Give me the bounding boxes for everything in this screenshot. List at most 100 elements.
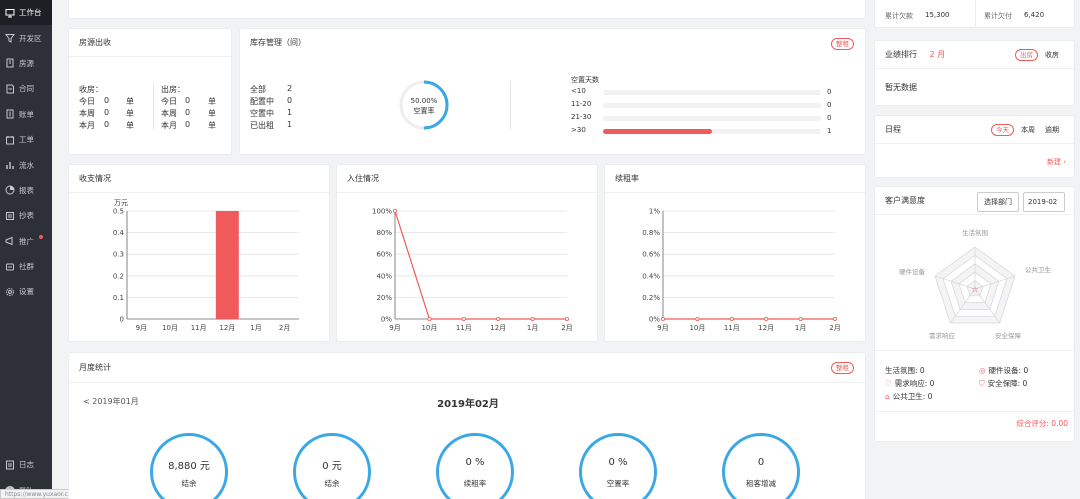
stat-circle-value: 0 元: [322, 461, 342, 472]
y-tick-label: 40%: [376, 272, 392, 280]
stat-label: 已出租: [250, 121, 274, 130]
x-tick-label: 2月: [279, 324, 290, 332]
nav-item[interactable]: 流水: [0, 152, 52, 177]
nav-item[interactable]: 开发区: [0, 25, 52, 50]
tab-week[interactable]: 本周: [1021, 126, 1035, 134]
point-mark: [764, 317, 769, 322]
nav-item[interactable]: 账单: [0, 102, 52, 127]
y-tick-label: 0%: [381, 316, 392, 324]
y-tick-label: 0.8%: [642, 229, 660, 237]
card-title: 库存管理（间）: [250, 38, 306, 47]
score-text: 生活氛围: 0: [885, 366, 925, 375]
gear-icon: [5, 287, 15, 297]
whole-rent-button[interactable]: 整租: [831, 38, 854, 50]
x-tick-label: 1月: [795, 324, 806, 332]
nav-item-log[interactable]: 日志: [0, 452, 52, 477]
stat-circle-value: 8,880 元: [168, 461, 210, 472]
stat-circle-label: 结余: [181, 479, 197, 488]
current-month: 2019年02月: [437, 399, 499, 410]
score-text: 需求响应: 0: [894, 379, 935, 388]
vacancy-bar: [603, 103, 821, 108]
report-icon: [5, 185, 15, 195]
nav-item[interactable]: 设置: [0, 279, 52, 304]
nav-item[interactable]: 房源: [0, 51, 52, 76]
stat-value: 2: [287, 84, 293, 93]
nav-label: 推广: [19, 236, 34, 246]
divider: [510, 81, 511, 129]
radar-axis-label: 安全保障: [995, 331, 1022, 339]
x-tick-label: 2月: [829, 324, 840, 332]
radar-axis-label: 公共卫生: [1025, 265, 1052, 274]
nav-bottom: 日志: [0, 452, 52, 477]
nav-label: 工作台: [19, 8, 42, 18]
nav-item[interactable]: 合同: [0, 76, 52, 101]
in-title: 收房：: [79, 85, 103, 94]
vacancy-value: 1: [827, 127, 832, 135]
y-tick-label: 0.1: [113, 294, 124, 302]
nav-item[interactable]: 工单: [0, 127, 52, 152]
income-chart: 0 0.1 0.2 0.3 0.4 0.5万元 9月 10月 11月 12月 1月 2月: [113, 199, 299, 332]
nav-label: 设置: [19, 287, 34, 297]
point-mark: [798, 317, 803, 322]
select-department-button[interactable]: 选择部门: [977, 192, 1019, 212]
notification-dot: [39, 234, 43, 239]
ranking-month[interactable]: 2 月: [929, 50, 946, 59]
score-text: 硬件设备: 0: [988, 366, 1029, 375]
vacancy-bar-fill: [603, 129, 712, 134]
vacancy-title: 空置天数: [571, 76, 599, 84]
divider: [975, 0, 976, 27]
nav-label: 报表: [19, 185, 34, 195]
x-tick-label: 11月: [456, 324, 472, 332]
schedule-card: 日程 今天 本周 逾期 新建 ›: [874, 115, 1075, 178]
nav-item[interactable]: 报表: [0, 178, 52, 203]
tab-today[interactable]: 今天: [991, 124, 1014, 136]
nav-item[interactable]: 抄表: [0, 203, 52, 228]
housing-cell: 本周: [79, 109, 95, 118]
score-item: ♡ 需求响应: 0: [885, 378, 934, 389]
nav-item[interactable]: 社群: [0, 254, 52, 279]
stat-value: 1: [287, 120, 293, 129]
prev-month-link[interactable]: < 2019年01月: [83, 397, 139, 406]
card-title: 收支情况: [69, 165, 329, 193]
housing-cell: 本周: [161, 109, 177, 118]
desktop-icon: [5, 8, 15, 18]
nav-item[interactable]: 推广: [0, 229, 52, 254]
point-mark: [695, 317, 700, 322]
x-tick-label: 9月: [657, 324, 668, 332]
stat-value: 15,300: [925, 11, 950, 19]
nav-label: 合同: [19, 84, 34, 94]
point-mark: [393, 208, 398, 213]
x-tick-label: 12月: [758, 324, 774, 332]
nav-list: 工作台开发区 房源合同账单 工单 流水报表抄表推广社群设置: [0, 0, 52, 305]
y-tick-label: 0.4: [113, 229, 125, 237]
in-house-tab[interactable]: 收房: [1045, 51, 1059, 59]
top-strip: [68, 0, 866, 19]
chart-card-occupancy: 入住情况 0% 20% 40% 60% 80% 100% 9月 10月 11月 12月 1月 2月: [336, 164, 598, 342]
housing-cell: 单: [208, 97, 216, 106]
out-house-tab[interactable]: 出房: [1015, 49, 1038, 61]
radar-axis-label: 硬件设备: [899, 267, 926, 276]
radar-axis: [974, 288, 1000, 324]
y-tick-label: 0: [120, 316, 124, 324]
new-schedule-link[interactable]: 新建 ›: [1046, 158, 1066, 166]
x-tick-label: 11月: [724, 324, 740, 332]
ranking-title: 业绩排行: [885, 50, 917, 59]
y-tick-label: 0.3: [113, 251, 124, 259]
y-tick-label: 0.6%: [642, 251, 660, 259]
month-picker[interactable]: 2019-02: [1023, 192, 1065, 212]
hardware-icon: ◎: [979, 366, 986, 375]
ranking-card: 业绩排行 2 月 出房 收房 暂无数据: [874, 40, 1075, 106]
card-title: 房源出收: [69, 29, 231, 57]
vacancy-value: 0: [827, 88, 832, 96]
meter-icon: [5, 211, 15, 221]
x-tick-label: 9月: [389, 324, 400, 332]
hygiene-icon: ⌂: [885, 392, 890, 401]
whole-rent-button[interactable]: 整租: [831, 362, 854, 374]
stat-circle-value: 0 %: [608, 457, 628, 468]
housing-card: 房源出收 收房： 出房： 今日 0 单今日 0 单本周 0 单本周 0 单本月 0 单本月 0 单: [68, 28, 232, 155]
tab-overdue[interactable]: 逾期: [1045, 126, 1059, 134]
x-tick-label: 10月: [421, 324, 437, 332]
card-title: 日程: [875, 116, 1074, 144]
nav-item[interactable]: 工作台: [0, 0, 52, 26]
